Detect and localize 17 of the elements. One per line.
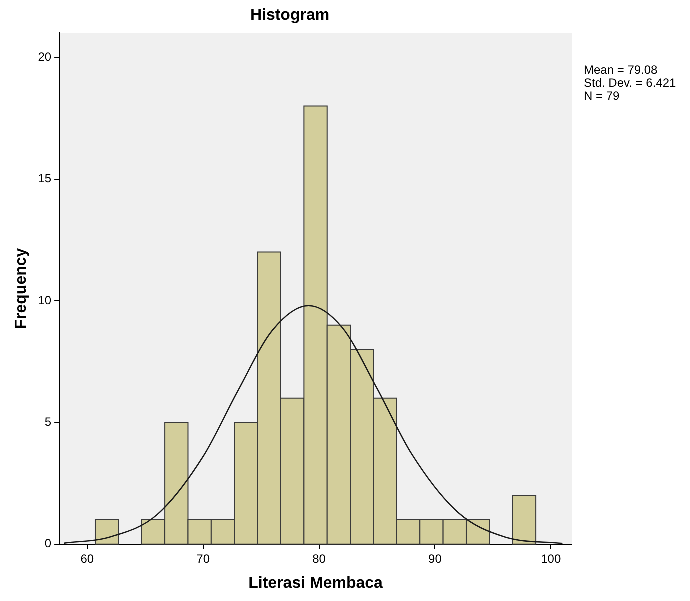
y-tick-label: 5	[44, 415, 52, 429]
x-tick-label: 70	[196, 552, 210, 566]
text: N = 79	[584, 89, 621, 103]
y-tick-label: 15	[38, 172, 52, 186]
x-axis-title: Literasi Membaca	[248, 574, 384, 592]
x-tick-label: 60	[80, 552, 94, 566]
x-tick-label: 100	[541, 552, 562, 566]
chart-title: Histogram	[250, 7, 330, 24]
x-tick-label: 80	[312, 552, 326, 566]
y-tick-label: 10	[38, 293, 52, 308]
text: Mean = 79.08	[584, 63, 659, 77]
text: Std. Dev. = 6.421	[584, 76, 676, 90]
y-tick-label: 0	[44, 536, 52, 551]
line-series	[64, 305, 564, 544]
x-tick-label: 90	[428, 552, 442, 566]
y-axis-title: Frequency	[13, 248, 30, 330]
y-tick-label: 20	[38, 50, 52, 64]
